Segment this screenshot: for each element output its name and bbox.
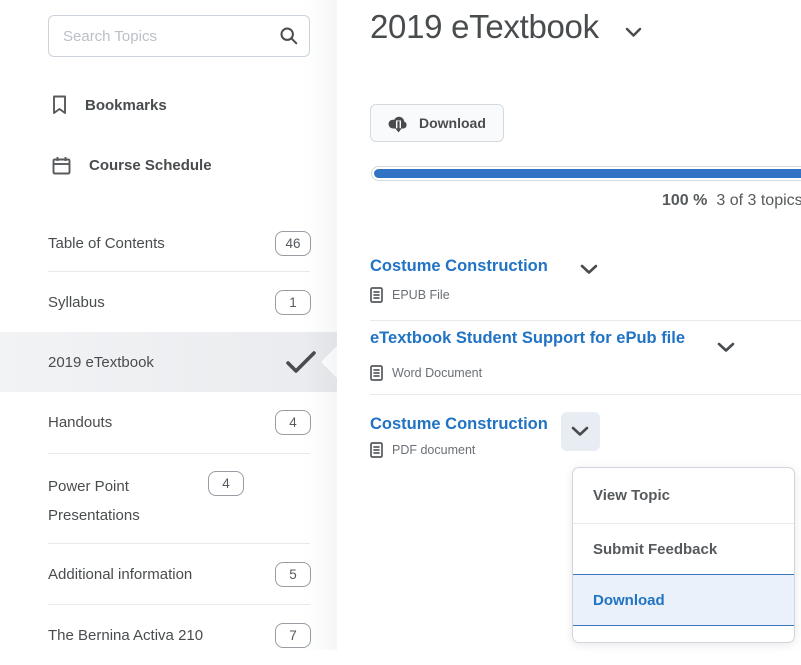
sidebar-item-label: Bookmarks: [85, 96, 167, 114]
sidebar-item-label: Handouts: [48, 414, 113, 431]
file-type-label: PDF document: [392, 443, 476, 457]
topic-context-menu: View Topic Submit Feedback Download: [572, 467, 795, 643]
count-badge: 46: [275, 230, 311, 256]
topic-divider: [370, 320, 801, 321]
sidebar-item-label: Power Point Presentations: [48, 478, 140, 524]
chevron-down-icon: [580, 264, 598, 274]
topic-actions-button[interactable]: [574, 258, 604, 280]
progress-detail: 3 of 3 topics complete: [716, 192, 801, 209]
topic-actions-button-open[interactable]: [560, 412, 600, 451]
count-badge: 4: [208, 471, 244, 496]
bookmark-icon: [52, 95, 67, 115]
sidebar-item-table-of-contents[interactable]: Table of Contents 46: [0, 215, 337, 271]
sidebar-item-the-bernina-activa-210[interactable]: The Bernina Activa 210 7: [0, 605, 337, 665]
sidebar-item-label: 2019 eTextbook: [48, 353, 154, 371]
count-badge: 1: [275, 289, 311, 315]
selected-item-notch: [321, 346, 337, 378]
progress-bar-fill: [374, 169, 801, 178]
sidebar-item-label: Table of Contents: [48, 234, 165, 252]
search-icon[interactable]: [279, 26, 299, 46]
chevron-down-icon: [717, 342, 735, 352]
progress-bar: [371, 166, 801, 181]
cloud-download-icon: [388, 114, 409, 133]
topic-link[interactable]: eTextbook Student Support for ePub file: [370, 329, 686, 347]
count-badge: 5: [275, 561, 311, 587]
topic-row: eTextbook Student Support for ePub file …: [370, 328, 741, 381]
count-badge: 4: [275, 410, 311, 435]
menu-item-view-topic[interactable]: View Topic: [593, 487, 670, 504]
chevron-down-icon: [572, 426, 589, 436]
menu-item-download[interactable]: Download: [573, 574, 794, 626]
topic-link[interactable]: Costume Construction: [370, 415, 548, 433]
document-icon: [370, 365, 383, 381]
topic-divider: [370, 394, 801, 395]
sidebar-divider: [48, 271, 310, 272]
sidebar-item-handouts[interactable]: Handouts 4: [0, 392, 337, 453]
download-button-label: Download: [419, 115, 486, 131]
sidebar-item-power-point-presentations[interactable]: Power Point Presentations 4: [0, 454, 337, 543]
download-button[interactable]: Download: [370, 104, 504, 142]
sidebar-item-label: Course Schedule: [89, 156, 212, 174]
content-pane: 2019 eTextbook Download 100 % 3 of 3 topi…: [370, 0, 801, 650]
document-icon: [370, 442, 383, 458]
topic-row: Costume Construction EPUB File: [370, 256, 604, 303]
sidebar-item-additional-information[interactable]: Additional information 5: [0, 544, 337, 604]
sidebar-item-2019-etextbook-selected[interactable]: 2019 eTextbook: [0, 332, 337, 392]
title-actions-chevron-icon[interactable]: [625, 27, 642, 38]
progress-text: 100 % 3 of 3 topics complete: [662, 192, 801, 210]
search-field-wrap: [48, 15, 310, 57]
count-badge: 7: [275, 622, 311, 648]
sidebar-divider: [48, 543, 310, 544]
menu-item-submit-feedback[interactable]: Submit Feedback: [593, 540, 718, 558]
sidebar-item-course-schedule[interactable]: Course Schedule: [52, 148, 212, 182]
document-icon: [370, 287, 383, 303]
page-title: 2019 eTextbook: [370, 8, 599, 45]
file-type-label: Word Document: [392, 366, 483, 380]
sidebar-item-label: The Bernina Activa 210: [48, 626, 204, 644]
topic-actions-button[interactable]: [711, 336, 741, 358]
topic-row: Costume Construction PDF document: [370, 412, 600, 458]
menu-divider: [573, 523, 794, 524]
file-type-label: EPUB File: [392, 288, 450, 302]
sidebar-item-label: Additional information: [48, 565, 193, 583]
checkmark-icon: [285, 350, 317, 374]
sidebar-divider: [48, 453, 310, 454]
calendar-icon: [52, 156, 71, 175]
progress-percent: 100 %: [662, 192, 708, 209]
search-input[interactable]: [48, 15, 310, 57]
sidebar-item-bookmarks[interactable]: Bookmarks: [52, 88, 167, 122]
sidebar-item-syllabus[interactable]: Syllabus 1: [0, 272, 337, 332]
sidebar-item-label: Syllabus: [48, 293, 105, 311]
topic-link[interactable]: Costume Construction: [370, 257, 548, 275]
sidebar-divider: [48, 604, 310, 605]
course-toc-sidebar: Bookmarks Course Schedule Table of Conte…: [0, 0, 337, 650]
